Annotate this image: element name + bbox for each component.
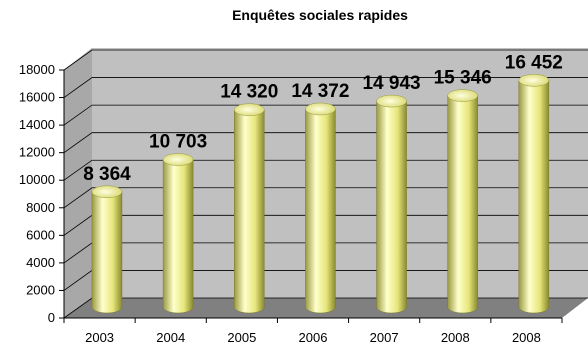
bar: [91, 185, 123, 314]
bar-cap: [518, 74, 550, 87]
x-tick-label: 2003: [85, 330, 114, 345]
x-axis: 2003 2004 2005 2006 2007 2008 2008: [63, 317, 563, 345]
data-label: 8 364: [83, 164, 131, 185]
bar-body: [91, 191, 123, 314]
y-tick-label: 0: [48, 310, 55, 325]
bar-cap: [162, 153, 194, 166]
gridline: [63, 49, 588, 71]
bar: [376, 94, 407, 314]
bars: [91, 74, 550, 314]
bar-body: [518, 80, 550, 314]
bar-body: [162, 159, 194, 314]
bar-cap: [91, 185, 123, 199]
y-tick-label: 14000: [19, 117, 55, 132]
y-tick-label: 2000: [26, 282, 55, 297]
bar-body: [447, 95, 478, 314]
gridline: [63, 104, 588, 126]
bar-cap: [376, 94, 407, 108]
bar: [234, 103, 265, 314]
gridline: [63, 159, 588, 181]
bar-cap: [447, 89, 478, 102]
y-tick-label: 12000: [19, 145, 55, 160]
bar-cap: [305, 102, 336, 116]
y-tick-label: 6000: [26, 227, 55, 242]
y-tick-label: 10000: [19, 172, 55, 187]
data-label: 16 452: [505, 52, 563, 73]
x-tick-label: 2006: [299, 330, 328, 345]
data-label: 14 943: [362, 73, 420, 94]
y-axis: 0 2000 4000 6000 8000 10000 12000 14000 16000 180…: [19, 62, 65, 325]
data-label: 14 372: [291, 81, 349, 102]
bar: [518, 74, 550, 314]
bar: [162, 153, 194, 314]
data-label: 10 703: [149, 132, 207, 153]
gridline: [63, 187, 588, 209]
data-labels: 8 364 10 703 14 320 14 372 14 943 15 346 16 45…: [83, 52, 563, 184]
y-tick-label: 4000: [26, 255, 55, 270]
data-label: 14 320: [220, 82, 278, 103]
x-tick-label: 2004: [156, 330, 185, 345]
bar: [305, 102, 336, 314]
data-label: 15 346: [434, 68, 492, 89]
x-tick-label: 2008: [512, 330, 541, 345]
x-tick-label: 2007: [370, 330, 399, 345]
y-tick-label: 16000: [19, 90, 55, 105]
y-tick-label: 8000: [26, 200, 55, 215]
x-tick-label: 2005: [227, 330, 256, 345]
chart-side-wall: [64, 48, 92, 318]
y-tick-label: 18000: [19, 62, 55, 77]
gridline: [63, 77, 588, 98]
bar-cap: [234, 103, 265, 116]
gridline: [63, 132, 588, 153]
bar-body: [376, 100, 407, 314]
bar: [447, 89, 478, 314]
chart-title: Enquêtes sociales rapides: [232, 7, 408, 23]
bar-body: [305, 108, 336, 314]
bar-body: [234, 109, 265, 314]
x-tick-label: 2008: [441, 330, 470, 345]
